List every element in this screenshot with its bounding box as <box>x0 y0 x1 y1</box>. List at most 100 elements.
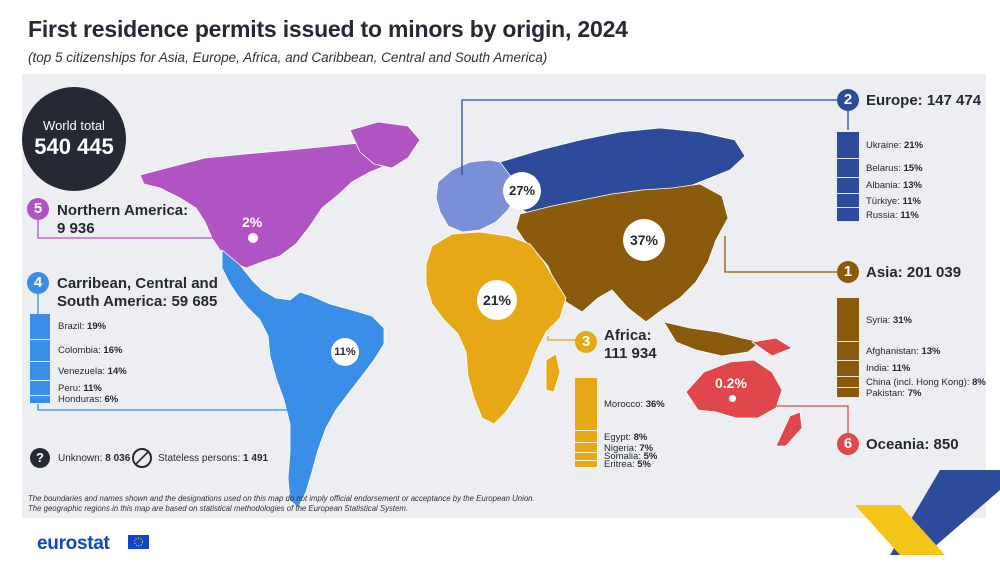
region-papua <box>750 337 793 357</box>
northern-america-share-label: 2% <box>242 214 263 230</box>
leader-line-europe <box>461 99 849 175</box>
oceania-share-label: 0.2% <box>715 375 747 391</box>
region-europe <box>435 159 521 233</box>
asia-citizenship-segment <box>837 342 859 361</box>
americas-name: Carribean, Central and <box>57 275 218 292</box>
africa-citizenship-label: Nigeria: 7% <box>604 442 654 454</box>
world-total-label: World total <box>43 118 105 133</box>
africa-citizenship-label: Egypt: 8% <box>604 431 648 443</box>
leader-line-africa <box>547 336 586 341</box>
oceania-share-dot <box>729 395 736 402</box>
region-madagascar <box>545 353 561 393</box>
americas-citizenship-bar <box>30 314 50 404</box>
asia-citizenship-label: Pakistan: 7% <box>866 387 922 399</box>
americas-citizenship-segment <box>30 314 50 340</box>
region-greenland <box>349 121 421 169</box>
europe-citizenship-label: Albania: 13% <box>866 180 922 192</box>
europe-citizenship-segment <box>837 177 859 195</box>
africa-citizenship-label: Morocco: 36% <box>604 399 665 411</box>
northern-america-total: 9 936 <box>57 220 95 237</box>
americas-total: 59 685 <box>171 293 218 310</box>
oceania-total: 850 <box>933 436 959 453</box>
northern-america-share-dot <box>248 233 258 243</box>
asia-rank-badge: 1 <box>837 261 859 283</box>
oceania-rank-badge: 6 <box>837 433 859 455</box>
world-total-value: 540 445 <box>34 134 114 159</box>
americas-citizenship-segment <box>30 395 50 404</box>
africa-citizenship-segment <box>575 431 597 443</box>
europe-citizenship-segment <box>837 208 859 222</box>
europe-citizenship-bar <box>837 132 859 222</box>
asia-citizenship-segment <box>837 388 859 398</box>
americas-citizenship-label: Honduras: 6% <box>58 394 119 406</box>
africa-citizenship-segment <box>575 378 597 432</box>
stateless-icon <box>132 448 152 468</box>
asia-citizenship-label: Syria: 31% <box>866 314 912 326</box>
region-asia <box>515 183 729 323</box>
eurostat-logo: eurostat <box>37 533 110 554</box>
africa-share-bubble: 21% <box>477 280 517 320</box>
unknown-stat: Unknown: 8 036 <box>58 453 131 464</box>
oceania-name: Oceania: 850 <box>866 436 959 453</box>
americas-citizenship-label: Venezuela: 14% <box>58 365 127 377</box>
northern-america-name: Northern America: <box>57 202 189 219</box>
region-africa <box>425 231 567 425</box>
europe-share-bubble: 27% <box>503 172 541 210</box>
northern-america-rank-badge: 5 <box>27 198 49 220</box>
americas-citizenship-label: Brazil: 19% <box>58 321 107 333</box>
page-subtitle: (top 5 citizenships for Asia, Europe, Af… <box>28 50 548 65</box>
region-latin-america <box>221 249 385 509</box>
americas-citizenship-label: Peru: 11% <box>58 382 102 394</box>
asia-share-bubble: 37% <box>623 219 665 261</box>
americas-citizenship-segment <box>30 380 50 396</box>
europe-citizenship-label: Ukraine: 21% <box>866 139 924 151</box>
europe-citizenship-segment <box>837 158 859 178</box>
africa-citizenship-segment <box>575 460 597 468</box>
asia-total: 201 039 <box>906 264 962 281</box>
stateless-stat: Stateless persons: 1 491 <box>158 453 269 464</box>
asia-citizenship-bar <box>837 298 859 398</box>
leader-line-asia <box>724 236 845 273</box>
region-southeast-asia <box>663 321 761 357</box>
page-title: First residence permits issued to minors… <box>28 16 628 42</box>
decor-stripe-yellow <box>855 505 945 555</box>
europe-citizenship-label: Belarus: 15% <box>866 162 923 174</box>
asia-citizenship-segment <box>837 360 859 377</box>
region-northern-america <box>139 141 401 269</box>
asia-citizenship-segment <box>837 298 859 343</box>
africa-citizenship-segment <box>575 453 597 461</box>
africa-citizenship-label: Somalia: 5% <box>604 451 658 463</box>
world-total-circle: World total 540 445 <box>22 87 126 191</box>
asia-citizenship-segment <box>837 376 859 388</box>
americas-name-line2: South America: 59 685 <box>57 293 218 310</box>
africa-total: 111 934 <box>604 345 657 362</box>
americas-citizenship-segment <box>30 361 50 381</box>
africa-citizenship-label: Eritrea: 5% <box>604 458 651 470</box>
leader-line-oceania <box>731 398 849 434</box>
asia-name: Asia: 201 039 <box>866 264 962 281</box>
africa-rank-badge: 3 <box>575 331 597 353</box>
europe-name: Europe: 147 474 <box>866 92 982 109</box>
region-new-zealand <box>775 411 803 447</box>
europe-citizenship-segment <box>837 132 859 159</box>
europe-citizenship-label: Türkiye: 11% <box>866 195 921 207</box>
europe-total: 147 474 <box>926 92 982 109</box>
americas-share-bubble: 11% <box>331 338 359 366</box>
region-oceania <box>685 359 783 419</box>
eu-flag-icon <box>128 535 149 549</box>
europe-rank-badge: 2 <box>837 89 859 111</box>
africa-name: Africa: <box>604 327 652 344</box>
africa-citizenship-bar <box>575 378 597 468</box>
asia-citizenship-label: Afghanistan: 13% <box>866 346 941 358</box>
europe-citizenship-label: Russia: 11% <box>866 209 919 221</box>
question-icon: ? <box>30 448 50 468</box>
americas-citizenship-segment <box>30 339 50 362</box>
americas-rank-badge: 4 <box>27 272 49 294</box>
footnote-boundaries: The boundaries and names shown and the d… <box>28 494 535 503</box>
footnote-regions: The geographic regions in this map are b… <box>28 504 409 513</box>
asia-citizenship-label: India: 11% <box>866 363 911 375</box>
africa-citizenship-segment <box>575 442 597 454</box>
asia-citizenship-label: China (incl. Hong Kong): 8% <box>866 376 986 388</box>
americas-citizenship-label: Colombia: 16% <box>58 345 123 357</box>
